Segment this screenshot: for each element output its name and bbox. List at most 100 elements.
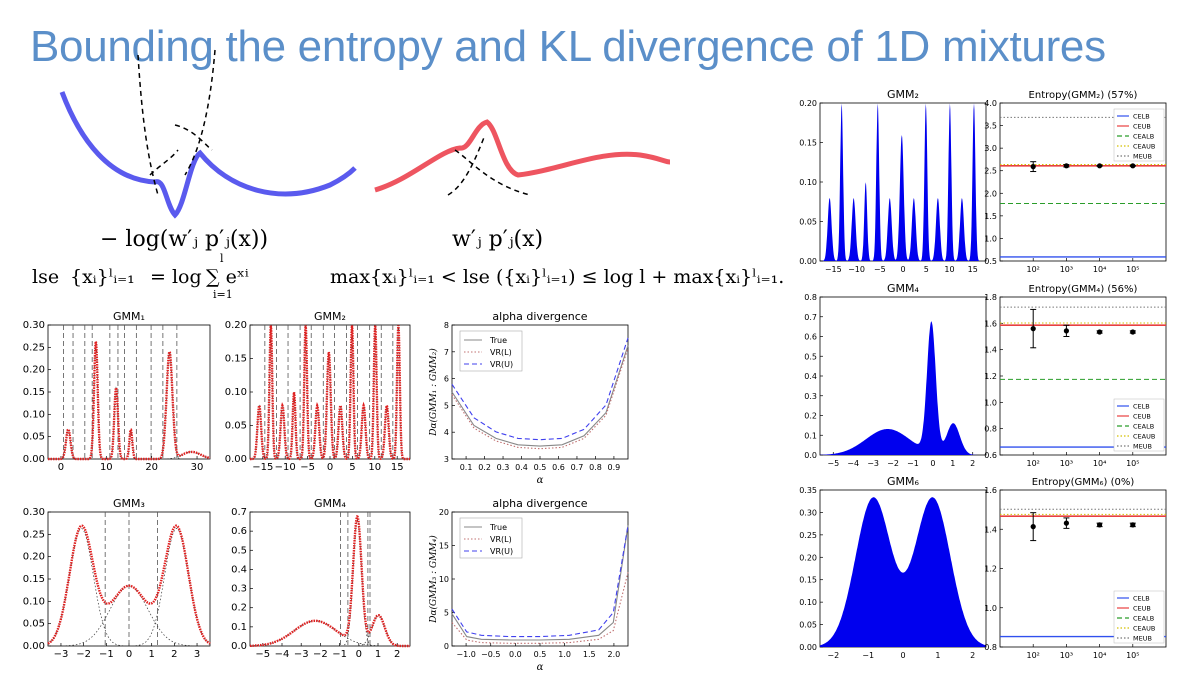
ent3-ytick-label: 1.0 [984,604,997,613]
gmm2a-ytick-label: 0.05 [225,421,247,432]
ent1-point [1063,163,1069,169]
gmm4a-xtick-label: −5 [255,649,270,660]
gmm1-component-curve [48,451,211,460]
ent3-legend-label: MEUB [1133,635,1152,643]
alpha2-legend-label: VR(U) [490,547,513,556]
alpha1-xtick-label: 0.6 [552,463,565,472]
lse-label: lse [32,266,59,288]
gmm1-component-curve [48,386,210,460]
alpha1-title: alpha divergence [492,310,587,323]
gmm3-xtick-label: 3 [194,649,200,660]
alpha1-ylabel: Dα(GMM₁ : GMM₂) [428,348,439,437]
gmm6-ytick-label: 0.25 [799,531,817,540]
gmm1-ytick-label: 0.10 [23,409,45,420]
alpha2-ytick-label: 15 [439,542,449,551]
gmm1-xtick-label: 30 [191,462,204,473]
gmm6-density-area [820,497,986,647]
alpha1-xlabel: α [537,475,544,486]
ent2-ytick-label: 0.8 [984,425,997,434]
gmm1-ytick-label: 0.15 [23,387,45,398]
ent2-xtick-label: 10⁵ [1126,459,1139,468]
gmm1-ytick-label: 0.25 [23,342,45,353]
gmm3-title: GMM₃ [113,497,145,510]
gmm2b-xtick-label: 15 [968,265,978,274]
gmm4a-ytick-label: 0.1 [231,622,247,633]
gmm4a-ytick-label: 0.6 [231,526,247,537]
gmm4a-xtick-label: −2 [313,649,328,660]
ent1-ytick-label: 0.5 [984,257,997,266]
gmm4b-xtick-label: −1 [907,459,919,468]
alpha1-ytick-label: 4 [444,428,449,437]
gmm2a-xtick-label: 10 [368,462,381,473]
alpha1-series-vru [451,337,629,441]
ent2-ytick-label: 0.6 [984,451,997,460]
ent1-ytick-label: 3.5 [984,122,997,131]
gmm2b-ytick-label: 0.10 [799,178,817,187]
gmm4b-ytick-label: 0.0 [804,451,817,460]
gmm6-ytick-label: 0.35 [799,486,817,495]
gmm6-ytick-label: 0.05 [799,621,817,630]
ent3-xtick-label: 10⁵ [1126,651,1139,660]
alpha1-xtick-label: 0.4 [515,463,528,472]
alpha2-ytick-label: 20 [439,508,449,517]
gmm4b-ytick-label: 0.5 [804,352,817,361]
gmm3-xtick-label: 0 [126,649,132,660]
gmm2b-density-area [820,103,986,262]
ent3-legend-label: CEAUB [1133,625,1155,633]
ent3-point [1097,522,1103,528]
gmm1-xtick-label: 20 [145,462,158,473]
gmm4a-ytick-label: 0.5 [231,545,247,556]
gmm4b-ytick-label: 0.7 [804,313,817,322]
ent3-ytick-label: 1.2 [984,565,997,574]
ent2-point [1097,329,1103,335]
ent3-legend-label: CELB [1133,595,1150,603]
ent2-point [1130,329,1136,335]
gmm3-xtick-label: −1 [99,649,114,660]
gmm3-xtick-label: −3 [54,649,69,660]
alpha1-legend [459,330,523,372]
alpha1-xtick-label: 0.1 [460,463,473,472]
gmm2a-xtick-label: −10 [275,462,296,473]
ent1-point [1030,164,1036,170]
gmm1-component-curve [48,429,210,460]
ent3-point [1130,522,1136,528]
gmm4a-frame [249,511,411,647]
gmm4b-ytick-label: 0.1 [804,431,817,440]
gmm2b-ytick-label: 0.00 [799,257,817,266]
gmm2a-xtick-label: 15 [391,462,404,473]
neg-log-illustration [59,49,357,219]
gmm2a-xtick-label: −5 [300,462,315,473]
gmm3-ytick-label: 0.15 [23,574,45,585]
gmm3-xtick-label: 1 [148,649,154,660]
gmm1-xtick-label: 0 [58,462,64,473]
gmm2a-xtick-label: 5 [349,462,355,473]
gmm2a-component-curve [250,325,410,460]
ent3-ytick-label: 1.4 [984,525,997,534]
gmm6-xtick-label: 1 [935,651,940,660]
gmm6-xtick-label: −1 [862,651,874,660]
gmm4a-ytick-label: 0.0 [231,641,247,652]
lse-definition: lse {xᵢ}ˡᵢ₌₁ = log l ∑ eˣⁱ i=1 [32,252,249,301]
gmm4a-ytick-label: 0.4 [231,564,247,575]
ent1-xtick-label: 10⁵ [1126,265,1139,274]
gmm3-ytick-label: 0.00 [23,641,45,652]
gmm3-ytick-label: 0.25 [23,529,45,540]
ent1-ytick-label: 2.5 [984,167,997,176]
gmm3-ytick-label: 0.30 [23,507,45,518]
gmm2a-ytick-label: 0.00 [225,454,247,465]
gmm2b-xtick-label: −5 [874,265,886,274]
gmm4b-title: GMM₄ [887,282,920,295]
ent2-legend-label: CELB [1133,403,1150,411]
ent2-legend-label: MEUB [1133,443,1152,451]
gmm6-xtick-label: −2 [827,651,839,660]
gmm2a-mixture-curve [250,325,410,461]
gmm4a-ytick-label: 0.7 [231,507,247,518]
ent2-ytick-label: 1.4 [984,346,997,355]
alpha2-legend-label: VR(L) [490,535,512,544]
gmm4a-xtick-label: −4 [275,649,290,660]
gmm3-xtick-label: 2 [171,649,177,660]
ent2-legend-label: CEUB [1133,413,1151,421]
gmm4b-xtick-label: −5 [827,459,839,468]
alpha1-legend-label: VR(L) [490,348,512,357]
